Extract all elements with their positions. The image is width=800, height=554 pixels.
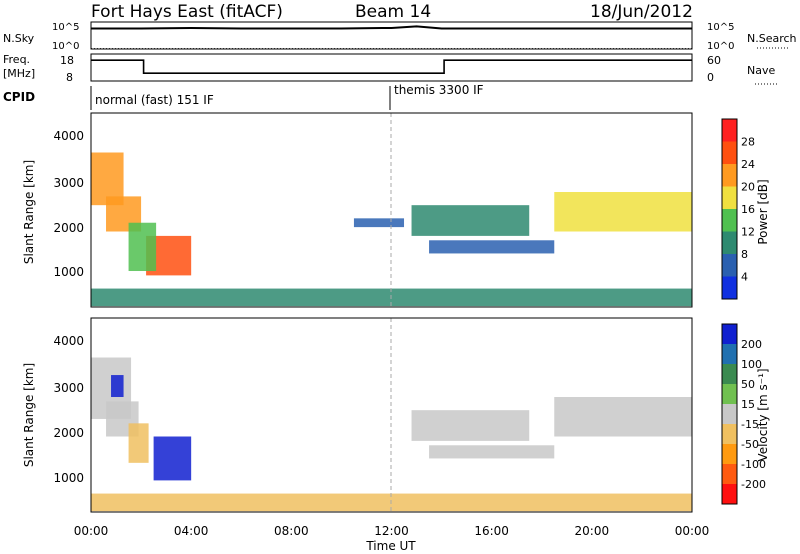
time-axis-tick: 00:00: [74, 524, 109, 538]
power-ytick: 1000: [53, 265, 84, 279]
power-region: [429, 240, 555, 254]
velocity-region: [411, 410, 530, 441]
noise-right-tick-bottom: 10^0: [707, 41, 734, 52]
velocity-colorbar-swatch: [722, 324, 737, 344]
power-colorbar-swatch: [722, 186, 737, 209]
time-axis-label: Time UT: [365, 539, 416, 553]
noise-series: [91, 25, 692, 30]
power-colorbar-tick: 4: [741, 271, 748, 284]
velocity-colorbar-swatch: [722, 404, 737, 424]
velocity-colorbar-tick: -15: [741, 418, 759, 431]
cpid-segment-1: normal (fast) 151 IF: [95, 93, 214, 107]
velocity-colorbar-tick: -50: [741, 438, 759, 451]
power-colorbar-frame: [721, 118, 738, 300]
velocity-ytick: 2000: [53, 426, 84, 440]
nave-label: Nave: [747, 64, 775, 77]
noise-right-label: N.Search: [747, 32, 797, 45]
power-region: [554, 192, 692, 232]
power-region: [353, 218, 405, 228]
freq-panel-frame: [90, 53, 693, 82]
freq-right-tick-top: 60: [707, 54, 721, 67]
noise-line: [91, 25, 692, 30]
power-colorbar-swatch: [722, 276, 737, 299]
power-colorbar: 28 24 20 16 12 8 4: [721, 118, 755, 300]
velocity-colorbar-swatch: [722, 464, 737, 484]
power-colorbar-tick: 24: [741, 158, 755, 171]
velocity-ylabel: Slant Range [km]: [22, 363, 36, 467]
power-colorbar-swatch: [722, 231, 737, 254]
power-ytick: 2000: [53, 221, 84, 235]
time-axis-tick: 04:00: [174, 524, 209, 538]
freq-label-2: [MHz]: [3, 67, 35, 80]
time-axis-tick: 20:00: [575, 524, 610, 538]
velocity-colorbar-swatch: [722, 444, 737, 464]
power-ytick: 4000: [53, 129, 84, 143]
velocity-ytick: 4000: [53, 334, 84, 348]
power-colorbar-tick: 12: [741, 226, 755, 239]
velocity-colorbar-swatch: [722, 344, 737, 364]
power-colorbar-swatch: [722, 209, 737, 232]
velocity-panel-frame: [90, 317, 693, 513]
velocity-region: [153, 436, 192, 481]
power-colorbar-tick: 20: [741, 181, 755, 194]
beam-label: Beam 14: [355, 2, 431, 22]
power-colorbar-swatch: [722, 119, 737, 142]
time-axis-ticks: 00:00 04:00 08:00 12:00 16:00 20:00 00:00: [74, 524, 710, 538]
freq-left-tick-bottom: 8: [66, 71, 73, 84]
noise-left-label: N.Sky: [3, 32, 35, 45]
power-region: [411, 205, 530, 236]
velocity-colorbar: 200 100 50 15 -15 -50 -100 -200: [721, 323, 766, 505]
noise-left-tick-top: 10^5: [52, 22, 79, 33]
velocity-colorbar-tick: 100: [741, 358, 762, 371]
power-panel-frame: [90, 112, 693, 308]
velocity-yticks: 4000 3000 2000 1000: [53, 334, 84, 485]
velocity-colorbar-tick: -100: [741, 458, 766, 471]
velocity-colorbar-swatch: [722, 484, 737, 504]
velocity-colorbar-tick: -200: [741, 478, 766, 491]
velocity-colorbar-tick: 50: [741, 378, 755, 391]
freq-right-tick-bottom: 0: [707, 71, 714, 84]
time-axis-tick: 12:00: [374, 524, 409, 538]
cpid-segment-2: themis 3300 IF: [394, 83, 484, 97]
power-ytick: 3000: [53, 176, 84, 190]
power-ylabel: Slant Range [km]: [22, 160, 36, 264]
power-colorbar-tick: 28: [741, 136, 755, 149]
velocity-colorbar-frame: [721, 323, 738, 505]
velocity-colorbar-swatch: [722, 364, 737, 384]
velocity-colorbar-swatch: [722, 384, 737, 404]
power-colorbar-swatch: [722, 141, 737, 164]
velocity-region: [111, 375, 124, 398]
freq-series: [91, 48, 692, 74]
velocity-ytick: 3000: [53, 381, 84, 395]
plot-title: Fort Hays East (fitACF): [91, 2, 283, 22]
velocity-colorbar-tick: 200: [741, 338, 762, 351]
time-axis-tick: 00:00: [675, 524, 710, 538]
freq-label-1: Freq.: [3, 53, 30, 66]
power-colorbar-swatch: [722, 164, 737, 187]
noise-left-tick-bottom: 10^0: [52, 41, 79, 52]
power-colorbar-tick: 16: [741, 203, 755, 216]
cpid-label: CPID: [3, 90, 35, 104]
velocity-colorbar-label: Velocity [m s⁻¹]: [756, 368, 770, 461]
power-yticks: 4000 3000 2000 1000: [53, 129, 84, 279]
power-region: [128, 222, 157, 272]
power-colorbar-swatch: [722, 254, 737, 277]
velocity-region: [554, 397, 692, 437]
noise-panel-frame: [90, 21, 693, 50]
velocity-colorbar-swatch: [722, 424, 737, 444]
date-label: 18/Jun/2012: [590, 2, 693, 22]
velocity-colorbar-tick: 15: [741, 398, 755, 411]
power-colorbar-label: Power [dB]: [756, 179, 770, 244]
velocity-ytick: 1000: [53, 471, 84, 485]
freq-left-tick-top: 18: [60, 54, 74, 67]
noise-right-tick-top: 10^5: [707, 22, 734, 33]
velocity-region: [128, 423, 149, 463]
time-axis-tick: 16:00: [474, 524, 509, 538]
freq-line: [91, 59, 692, 74]
power-colorbar-tick: 8: [741, 248, 748, 261]
velocity-region: [429, 445, 555, 459]
time-axis-tick: 08:00: [274, 524, 309, 538]
